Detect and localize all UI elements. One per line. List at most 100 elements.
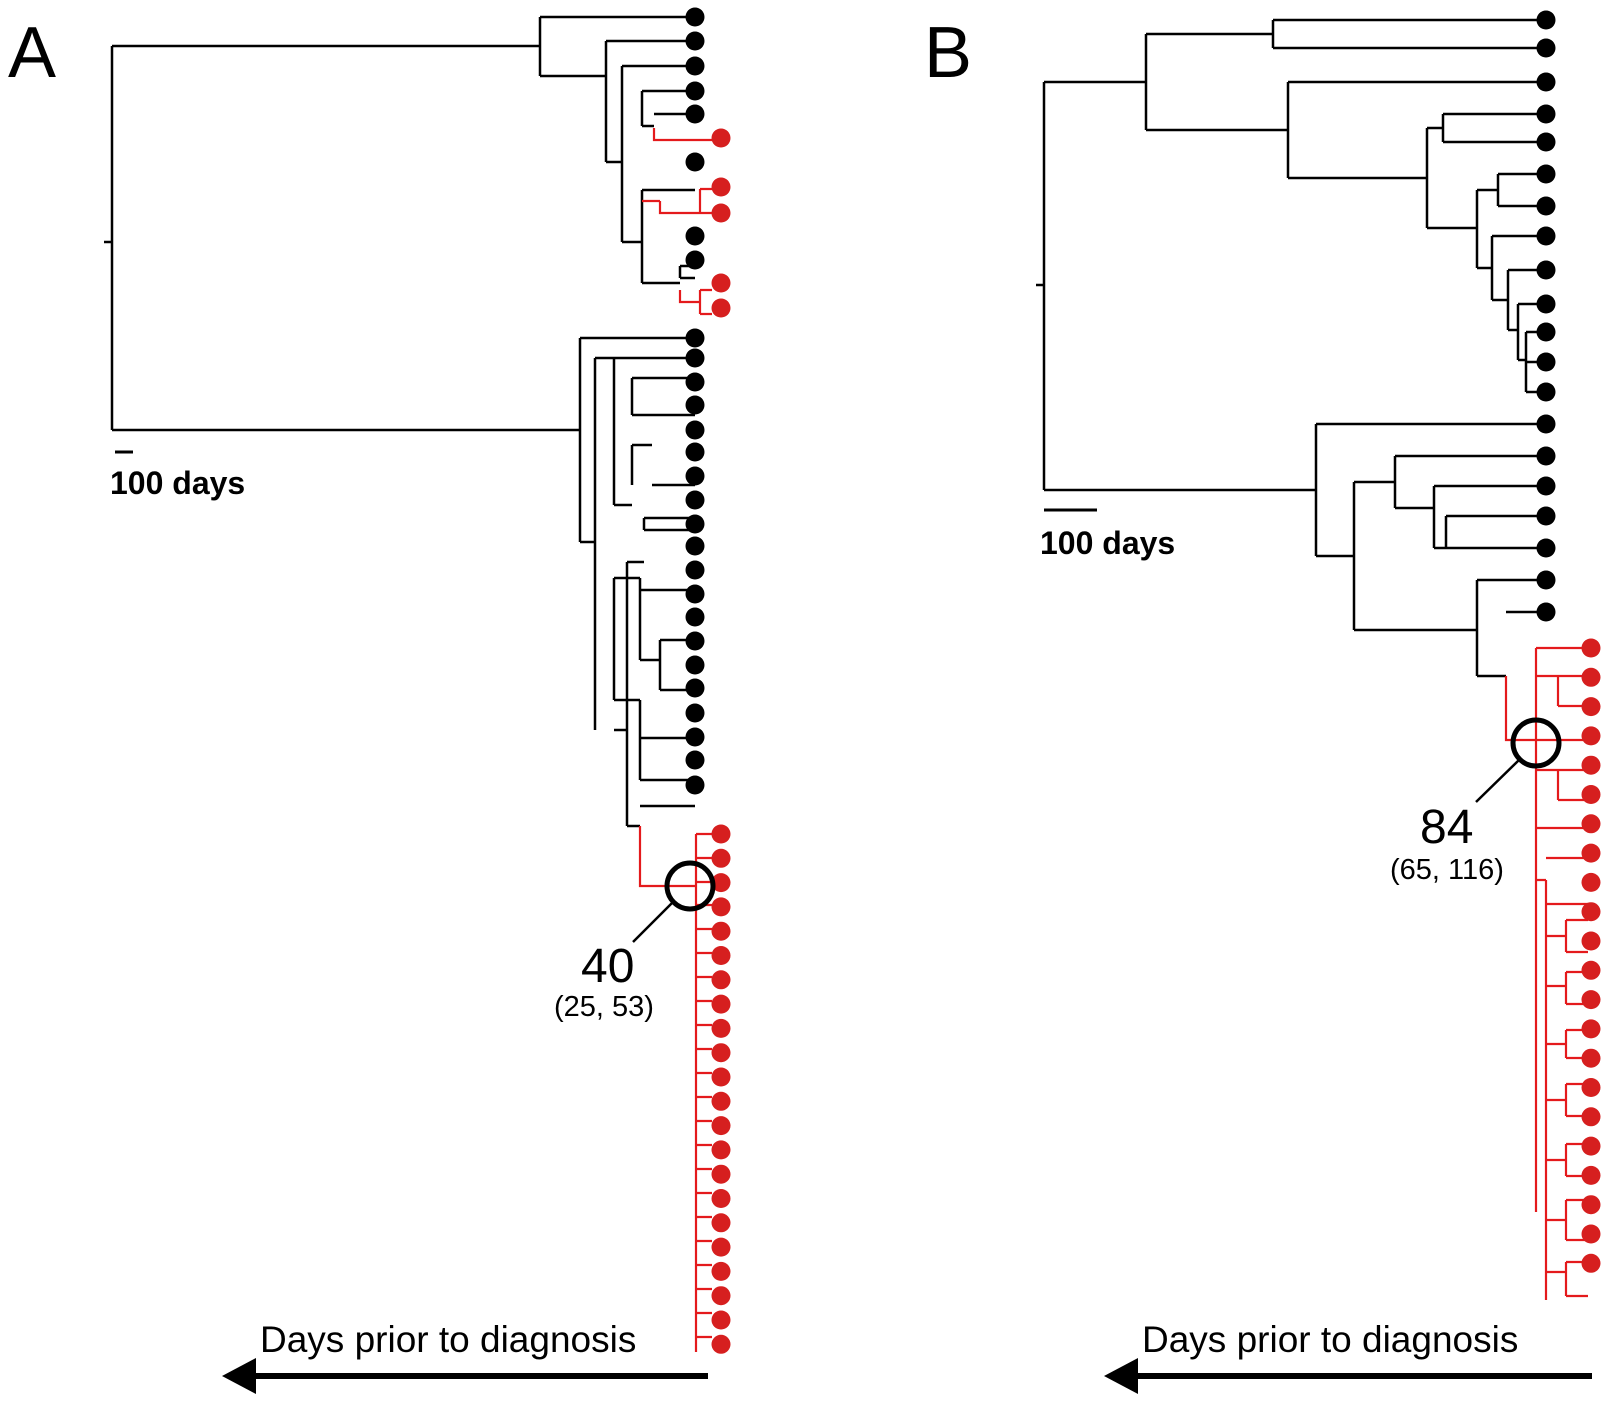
panel-b-black-tip [1536, 322, 1556, 342]
panel-a-lower-subclade [612, 576, 695, 782]
panel-a-lower-clade [578, 336, 695, 828]
panel-b-arrowhead-icon [1104, 1358, 1138, 1394]
panel-a-black-tip [685, 750, 705, 770]
panel-a-red-branch [652, 128, 712, 142]
panel-a-black-tip [685, 536, 705, 556]
panel-a-black-tip [685, 328, 705, 348]
panel-a-black-tip [685, 372, 705, 392]
panel-a-black-tip [685, 81, 705, 101]
panel-a-black-tip [685, 655, 705, 675]
panel-b-scale-label: 100 days [1040, 525, 1175, 561]
panel-a-red-tip [711, 1261, 731, 1281]
panel-b-red-tip [1581, 843, 1601, 863]
panel-b-red-tip [1581, 755, 1601, 775]
panel-b-black-tip [1536, 196, 1556, 216]
panel-b-root-branch [1036, 80, 1316, 492]
panel-b: B 100 days 84 (65, 116) Days prior to di… [924, 10, 1601, 1394]
panel-a-black-tip [685, 104, 705, 124]
panel-a-tree [104, 15, 695, 828]
panel-a-tips [685, 7, 731, 1354]
panel-b-black-tip [1536, 352, 1556, 372]
panel-a-red-branch [678, 288, 712, 316]
panel-a-red-tip [711, 1043, 731, 1063]
panel-b-mrca-circle [1510, 717, 1562, 769]
panel-a-red-tip [711, 848, 731, 868]
panel-a-red-tip [711, 1018, 731, 1038]
panel-b-black-tip [1536, 570, 1556, 590]
panel-b-letter: B [924, 13, 972, 93]
panel-b-red-tip [1581, 1195, 1601, 1215]
panel-a-black-tip [685, 514, 705, 534]
panel-a-black-tip [685, 584, 705, 604]
panel-b-black-tip [1536, 10, 1556, 30]
panel-a-red-tip [711, 203, 731, 223]
panel-a-red-tip [711, 824, 731, 844]
panel-a-arrowhead-icon [222, 1358, 256, 1394]
panel-a-red-tip [711, 994, 731, 1014]
panel-a-black-tip [685, 152, 705, 172]
panel-b-red-tip [1581, 990, 1601, 1010]
panel-a: A 100 days 40 (25, 53) [8, 7, 731, 1394]
panel-a-red-tip [711, 128, 731, 148]
panel-b-black-tip [1536, 38, 1556, 58]
panel-a-black-tip [685, 7, 705, 27]
panel-a-upper-clade [538, 15, 695, 285]
panel-a-black-tip [685, 631, 705, 651]
panel-b-red-tip [1581, 1136, 1601, 1156]
panel-a-red-clade [638, 826, 712, 1352]
panel-a-mrca-interval: (25, 53) [554, 991, 654, 1023]
panel-a-red-tip [711, 1237, 731, 1257]
panel-a-red-tip [711, 273, 731, 293]
panel-b-red-tip [1581, 785, 1601, 804]
panel-b-black-tip [1536, 538, 1556, 558]
panel-a-black-tip [685, 607, 705, 627]
panel-a-black-tip [685, 56, 705, 76]
panel-b-axis-label: Days prior to diagnosis [1142, 1319, 1518, 1360]
panel-a-red-tip [711, 298, 731, 318]
panel-b-mrca-interval: (65, 116) [1390, 854, 1504, 886]
panel-b-red-tip [1581, 726, 1601, 746]
panel-a-black-tip [685, 727, 705, 747]
panel-a-red-tip [711, 873, 731, 893]
panel-b-red-tip [1581, 1019, 1601, 1039]
panel-b-black-tip [1536, 72, 1556, 92]
panel-a-axis-label: Days prior to diagnosis [260, 1319, 636, 1360]
panel-b-mrca-leader [1475, 759, 1520, 803]
panel-b-red-tip [1581, 1253, 1601, 1273]
panel-b-red-tip [1581, 1048, 1601, 1068]
panel-a-red-tip [711, 1140, 731, 1160]
panel-b-red-tip [1581, 667, 1601, 687]
panel-b-red-tip [1581, 902, 1601, 922]
panel-b-black-tip [1536, 132, 1556, 152]
panel-b-black-tip [1536, 414, 1556, 434]
panel-a-red-tip [711, 1286, 731, 1306]
panel-a-red-tip [711, 1334, 731, 1354]
panel-a-black-tip [685, 490, 705, 510]
panel-a-red-tip [711, 1067, 731, 1087]
panel-b-red-tip [1581, 872, 1601, 892]
panel-a-red-tip [711, 177, 731, 197]
panel-b-black-tip [1536, 164, 1556, 184]
panel-b-red-branches [1504, 646, 1588, 1300]
panel-a-black-tip [685, 442, 705, 462]
panel-b-red-tip [1581, 960, 1601, 980]
panel-b-black-tip [1536, 294, 1556, 314]
panel-a-red-tip [711, 1091, 731, 1111]
panel-a-mrca-value: 40 [581, 940, 634, 993]
panel-b-black-tip [1536, 382, 1556, 402]
panel-b-black-tip [1536, 260, 1556, 280]
panel-a-red-tip [711, 970, 731, 990]
panel-b-red-tip [1581, 1078, 1601, 1097]
panel-b-lower-clade [1314, 422, 1546, 678]
panel-a-black-tip [685, 395, 705, 415]
panel-a-red-branch [642, 187, 712, 215]
panel-b-black-tip [1536, 226, 1556, 246]
panel-b-black-tip [1536, 506, 1556, 526]
panel-a-scale-label: 100 days [110, 465, 245, 501]
panel-a-mrca-leader [632, 900, 675, 943]
panel-a-red-tip [711, 897, 731, 917]
panel-a-black-tip [685, 348, 705, 368]
panel-a-black-tip [685, 703, 705, 723]
panel-a-black-tip [685, 250, 705, 270]
panel-a-red-tip [711, 1164, 731, 1184]
